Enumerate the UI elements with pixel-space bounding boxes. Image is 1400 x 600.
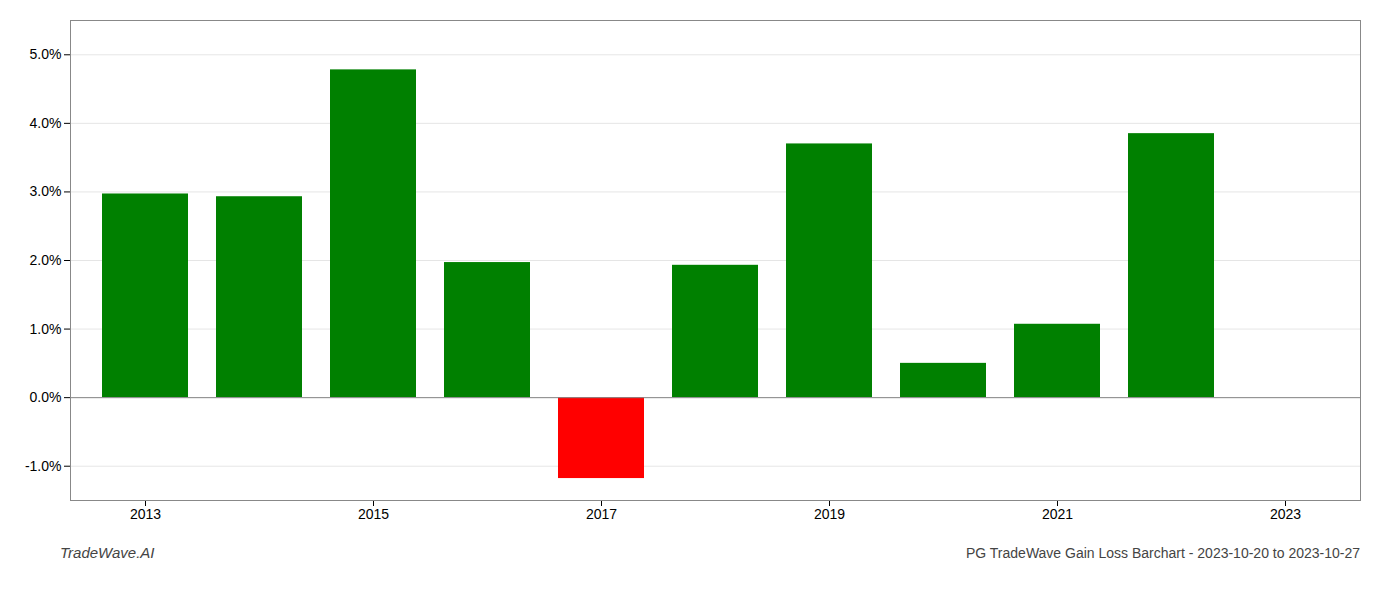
- svg-text:5.0%: 5.0%: [30, 46, 62, 62]
- html-text:TradeWave.AI: TradeWave.AI: [60, 544, 155, 561]
- svg-text:2013: 2013: [130, 506, 161, 522]
- svg-text:0.0%: 0.0%: [30, 389, 62, 405]
- svg-text:2019: 2019: [814, 506, 845, 522]
- svg-text:2021: 2021: [1042, 506, 1073, 522]
- html-text:PG TradeWave Gain Loss Barchar: PG TradeWave Gain Loss Barchart - 2023-1…: [966, 545, 1360, 561]
- svg-text:3.0%: 3.0%: [30, 183, 62, 199]
- svg-text:2015: 2015: [358, 506, 389, 522]
- svg-text:2017: 2017: [586, 506, 617, 522]
- svg-text:-1.0%: -1.0%: [25, 458, 62, 474]
- svg-text:4.0%: 4.0%: [30, 115, 62, 131]
- svg-text:1.0%: 1.0%: [30, 321, 62, 337]
- svg-text:2023: 2023: [1270, 506, 1301, 522]
- svg-text:2.0%: 2.0%: [30, 252, 62, 268]
